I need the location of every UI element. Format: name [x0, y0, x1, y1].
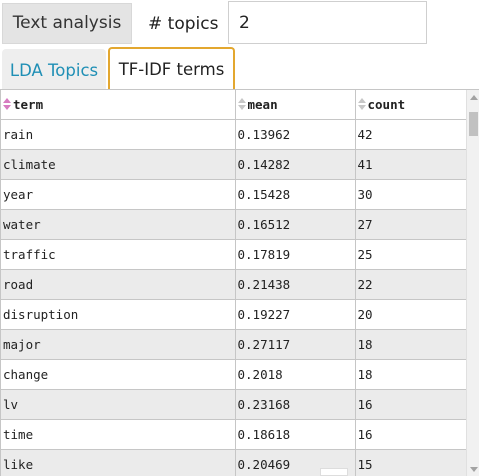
cell-mean: 0.23168: [235, 389, 356, 420]
sort-arrows-icon: [357, 98, 367, 110]
cell-mean: 0.16512: [235, 209, 356, 240]
cell-mean: 0.19227: [235, 299, 356, 330]
cell-count: 27: [355, 209, 467, 240]
cell-mean: 0.14282: [235, 149, 356, 180]
cell-term: lv: [1, 389, 236, 420]
column-header-label: mean: [247, 97, 278, 112]
horizontal-scrollbar-thumb[interactable]: [320, 468, 348, 476]
scroll-up-icon[interactable]: [470, 95, 478, 100]
cell-count: 15: [355, 449, 467, 476]
table-row[interactable]: rain 0.13962 42: [1, 119, 467, 150]
column-header-label: term: [13, 97, 44, 112]
sort-arrows-icon: [3, 98, 12, 110]
column-header-label: count: [367, 97, 406, 112]
terms-table-container: term mean count rain 0.13962 42 climate 0.14…: [0, 89, 479, 476]
topics-input[interactable]: [228, 1, 427, 44]
cell-mean: 0.21438: [235, 269, 356, 300]
cell-term: disruption: [1, 299, 236, 330]
scroll-down-icon[interactable]: [470, 467, 478, 472]
cell-mean: 0.17819: [235, 239, 356, 270]
cell-count: 22: [355, 269, 467, 300]
cell-count: 25: [355, 239, 467, 270]
cell-term: climate: [1, 149, 236, 180]
cell-count: 41: [355, 149, 467, 180]
topics-label: # topics: [148, 14, 219, 34]
cell-mean: 0.13962: [235, 119, 356, 150]
column-header-count[interactable]: count: [355, 90, 467, 120]
cell-term: road: [1, 269, 236, 300]
cell-term: year: [1, 179, 236, 210]
tab-bar: LDA Topics TF-IDF terms: [0, 46, 479, 91]
table-row[interactable]: water 0.16512 27: [1, 209, 467, 240]
cell-mean: 0.27117: [235, 329, 356, 360]
tab-lda-topics[interactable]: LDA Topics: [2, 49, 106, 91]
cell-term: rain: [1, 119, 236, 150]
text-analysis-button[interactable]: Text analysis: [2, 3, 132, 44]
table-row[interactable]: year 0.15428 30: [1, 179, 467, 210]
table-row[interactable]: like 0.20469 15: [1, 449, 467, 476]
table-row[interactable]: change 0.2018 18: [1, 359, 467, 390]
table-row[interactable]: lv 0.23168 16: [1, 389, 467, 420]
cell-count: 16: [355, 389, 467, 420]
column-header-term[interactable]: term: [1, 90, 236, 120]
cell-count: 42: [355, 119, 467, 150]
cell-term: traffic: [1, 239, 236, 270]
cell-count: 18: [355, 359, 467, 390]
table-row[interactable]: time 0.18618 16: [1, 419, 467, 450]
cell-count: 20: [355, 299, 467, 330]
toolbar: Text analysis # topics: [0, 0, 479, 46]
cell-term: time: [1, 419, 236, 450]
table-header-row: term mean count: [1, 90, 467, 120]
cell-count: 16: [355, 419, 467, 450]
sort-arrows-icon: [237, 98, 247, 110]
cell-count: 30: [355, 179, 467, 210]
cell-term: change: [1, 359, 236, 390]
table-row[interactable]: road 0.21438 22: [1, 269, 467, 300]
cell-mean: 0.15428: [235, 179, 356, 210]
scrollbar-thumb[interactable]: [469, 112, 478, 136]
vertical-scrollbar[interactable]: [466, 90, 479, 476]
cell-mean: 0.18618: [235, 419, 356, 450]
terms-table: term mean count rain 0.13962 42 climate 0.14…: [1, 90, 467, 476]
cell-count: 18: [355, 329, 467, 360]
tab-tfidf-terms[interactable]: TF-IDF terms: [108, 47, 235, 91]
table-row[interactable]: major 0.27117 18: [1, 329, 467, 360]
cell-term: water: [1, 209, 236, 240]
table-row[interactable]: disruption 0.19227 20: [1, 299, 467, 330]
cell-term: like: [1, 449, 236, 476]
cell-mean: 0.2018: [235, 359, 356, 390]
cell-term: major: [1, 329, 236, 360]
column-header-mean[interactable]: mean: [235, 90, 356, 120]
table-row[interactable]: climate 0.14282 41: [1, 149, 467, 180]
table-row[interactable]: traffic 0.17819 25: [1, 239, 467, 270]
